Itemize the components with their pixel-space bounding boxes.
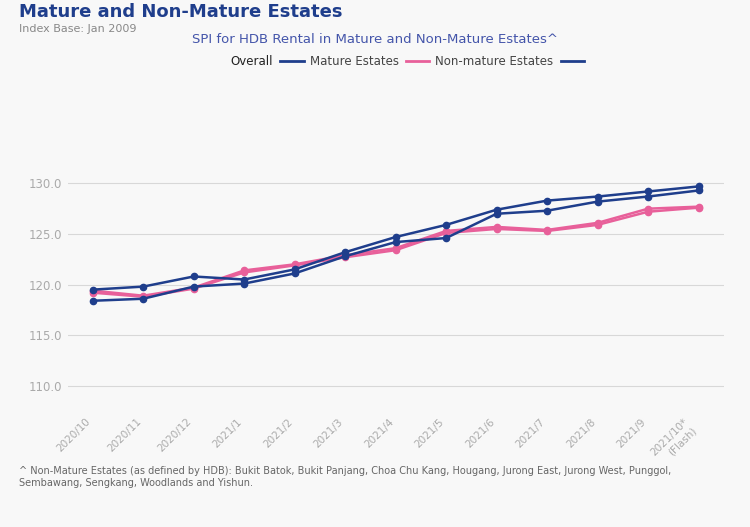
Text: Index Base: Jan 2009: Index Base: Jan 2009 [19,24,136,34]
Text: Mature and Non-Mature Estates: Mature and Non-Mature Estates [19,3,342,21]
Legend: Overall, Mature Estates, Non-mature Estates, : Overall, Mature Estates, Non-mature Esta… [196,50,595,73]
Text: SPI for HDB Rental in Mature and Non-Mature Estates^: SPI for HDB Rental in Mature and Non-Mat… [192,33,558,46]
Text: ^ Non-Mature Estates (as defined by HDB): Bukit Batok, Bukit Panjang, Choa Chu K: ^ Non-Mature Estates (as defined by HDB)… [19,466,671,488]
